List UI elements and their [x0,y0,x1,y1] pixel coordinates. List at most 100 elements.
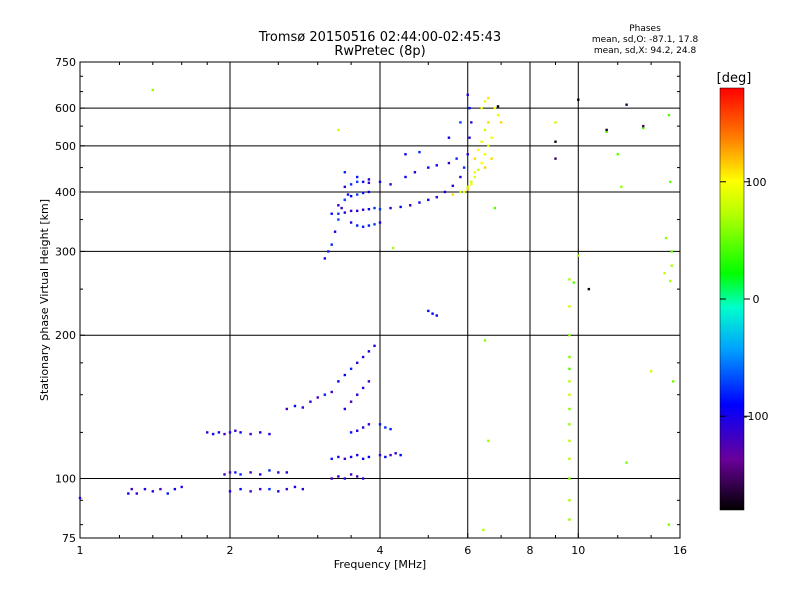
data-point [356,453,359,457]
data-point [361,386,365,390]
data-point [309,400,312,403]
data-point [127,492,130,495]
data-point [554,121,557,124]
y-tick-label: 600 [55,102,76,115]
data-point [343,457,347,461]
data-point [330,212,333,215]
data-point [249,490,252,493]
data-point [343,407,347,411]
colorbar-tick-label: 0 [753,293,760,306]
data-point [413,171,417,174]
data-point [384,426,387,429]
data-point [459,121,462,124]
x-tick-label: 2 [227,544,234,557]
data-point [330,390,333,394]
data-point [473,171,477,174]
data-point [340,206,343,210]
data-point [466,188,469,191]
data-point [642,126,645,130]
data-point [337,204,340,207]
legend-line-x: mean, sd,X: 94.2, 24.8 [594,46,697,56]
data-point [473,157,477,160]
data-point [373,206,376,210]
data-point [427,309,430,313]
data-point [285,407,288,411]
data-point [259,487,262,491]
y-tick-label: 100 [55,473,76,486]
data-point [356,361,359,365]
data-point [239,431,242,434]
data-point [499,121,503,124]
data-point [349,367,353,371]
data-point [361,191,365,195]
data-point [568,355,571,359]
data-point [323,393,327,396]
data-point [367,178,371,181]
data-point [349,431,353,434]
data-point [483,166,487,169]
data-point [568,334,571,337]
data-point [337,475,340,478]
data-point [568,457,571,461]
data-point [151,490,155,493]
data-point [349,183,353,186]
data-point [568,518,571,521]
data-point [435,195,438,199]
data-point [389,453,392,457]
data-point [180,485,183,489]
data-point [173,487,177,491]
data-point [568,499,571,502]
data-point [143,487,147,491]
data-point [480,140,483,143]
data-point [228,490,232,493]
data-point [349,455,353,459]
data-point [568,393,571,396]
data-point [367,207,371,211]
data-point [228,471,232,474]
data-point [373,223,376,226]
data-point [568,423,571,426]
data-point [468,136,471,139]
data-point [482,528,485,532]
data-point [409,204,412,207]
data-point [577,254,580,257]
data-point [166,492,169,495]
y-tick-label: 200 [55,329,76,342]
data-point [642,124,645,128]
data-point [473,175,477,179]
data-point [356,475,359,478]
data-point [349,400,353,403]
data-point [483,100,487,103]
data-point [455,157,458,160]
data-point [223,432,226,436]
data-point [427,166,430,169]
data-point [249,471,252,474]
data-point [664,236,668,240]
x-axis-label: Frequency [MHz] [334,558,426,571]
data-point [568,367,571,371]
data-point [378,221,382,224]
data-point [470,180,473,184]
colorbar-label: [deg] [717,71,752,86]
data-point [223,473,226,476]
data-point [239,487,242,491]
data-point [285,487,288,491]
data-point [277,490,280,493]
data-point [477,148,480,152]
data-point [470,183,473,186]
data-point [217,431,221,434]
data-point [268,487,271,491]
data-point [447,136,451,139]
data-point [459,190,462,194]
data-point [669,279,672,283]
data-point [343,198,347,202]
data-point [285,471,288,474]
chart-subtitle: RwPretec (8p) [334,44,425,59]
data-points [78,88,675,532]
data-point [462,190,466,194]
data-point [391,246,395,250]
data-point [361,355,365,359]
data-point [572,281,576,284]
data-point [330,457,333,461]
data-point [228,431,232,434]
